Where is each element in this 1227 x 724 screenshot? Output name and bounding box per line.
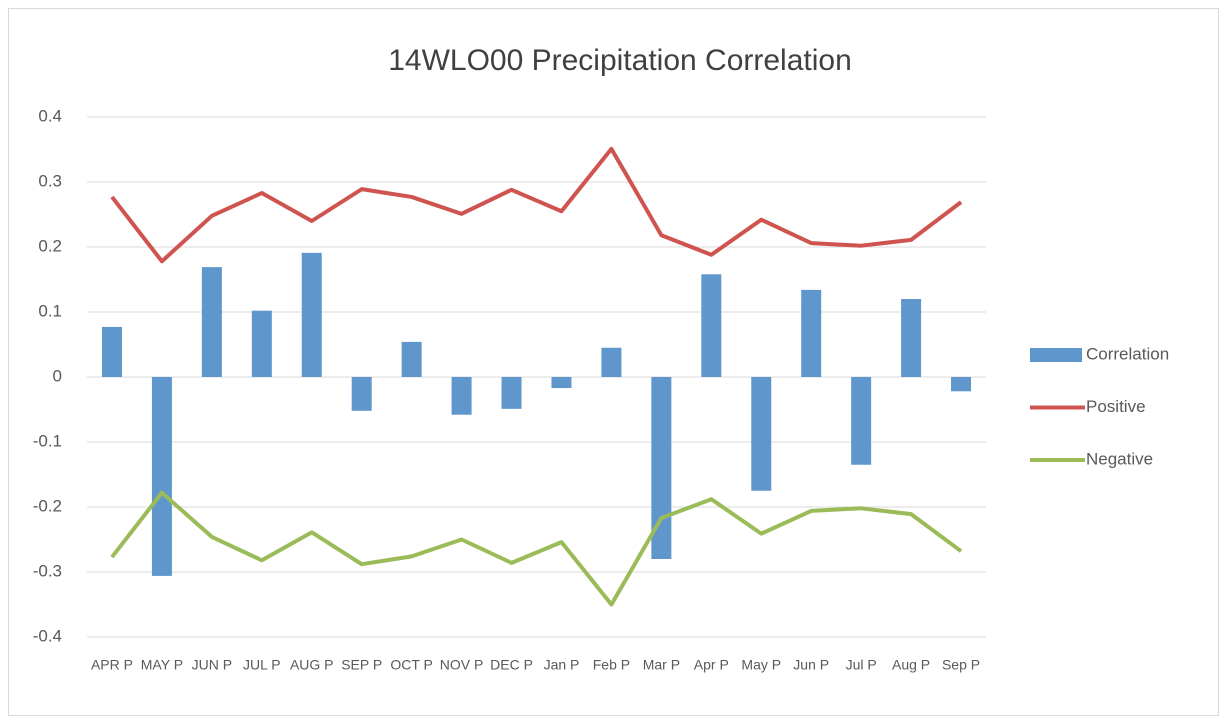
y-tick-label: -0.3 bbox=[33, 561, 62, 580]
bar bbox=[601, 347, 622, 377]
bar bbox=[401, 341, 422, 377]
x-tick-label: AUG P bbox=[290, 657, 334, 673]
x-tick-label: JUL P bbox=[243, 657, 281, 673]
x-tick-label: NOV P bbox=[440, 657, 484, 673]
bar bbox=[951, 377, 972, 392]
bar bbox=[751, 377, 772, 491]
bar bbox=[201, 267, 222, 377]
x-tick-label: Jun P bbox=[793, 657, 829, 673]
bar bbox=[551, 377, 572, 389]
bar bbox=[101, 326, 122, 377]
y-tick-label: 0 bbox=[53, 366, 62, 385]
x-tick-label: MAY P bbox=[141, 657, 183, 673]
legend-label: Positive bbox=[1086, 397, 1146, 416]
legend-label: Negative bbox=[1086, 449, 1153, 468]
bar bbox=[451, 377, 472, 415]
y-tick-label: 0.1 bbox=[38, 301, 62, 320]
y-tick-label: 0.4 bbox=[38, 106, 62, 125]
x-tick-label: Jul P bbox=[846, 657, 877, 673]
x-tick-label: Apr P bbox=[694, 657, 729, 673]
line bbox=[110, 146, 963, 264]
y-tick-label: 0.3 bbox=[38, 171, 62, 190]
legend-label: Correlation bbox=[1086, 344, 1169, 363]
x-tick-label: Jan P bbox=[544, 657, 580, 673]
chart-title: 14WLO00 Precipitation Correlation bbox=[388, 44, 852, 77]
x-tick-label: Sep P bbox=[942, 657, 980, 673]
x-tick-label: OCT P bbox=[390, 657, 433, 673]
bar bbox=[351, 377, 372, 411]
bar bbox=[901, 299, 922, 377]
y-tick-label: -0.4 bbox=[33, 626, 62, 645]
line bbox=[110, 490, 963, 607]
x-tick-label: JUN P bbox=[192, 657, 232, 673]
bar bbox=[151, 377, 172, 576]
y-tick-label: -0.2 bbox=[33, 496, 62, 515]
x-tick-label: May P bbox=[741, 657, 781, 673]
x-tick-label: Aug P bbox=[892, 657, 930, 673]
y-tick-label: -0.1 bbox=[33, 431, 62, 450]
bar bbox=[801, 289, 822, 377]
bar bbox=[851, 377, 872, 465]
bar bbox=[651, 377, 672, 559]
x-tick-label: Mar P bbox=[643, 657, 680, 673]
bar bbox=[501, 377, 522, 409]
x-tick-label: DEC P bbox=[490, 657, 533, 673]
bar bbox=[701, 274, 722, 377]
x-tick-label: APR P bbox=[91, 657, 133, 673]
x-tick-label: SEP P bbox=[341, 657, 382, 673]
x-tick-label: Feb P bbox=[593, 657, 630, 673]
bar bbox=[301, 252, 322, 377]
bar bbox=[251, 310, 272, 377]
legend-swatch bbox=[1030, 348, 1082, 362]
y-tick-label: 0.2 bbox=[38, 236, 62, 255]
